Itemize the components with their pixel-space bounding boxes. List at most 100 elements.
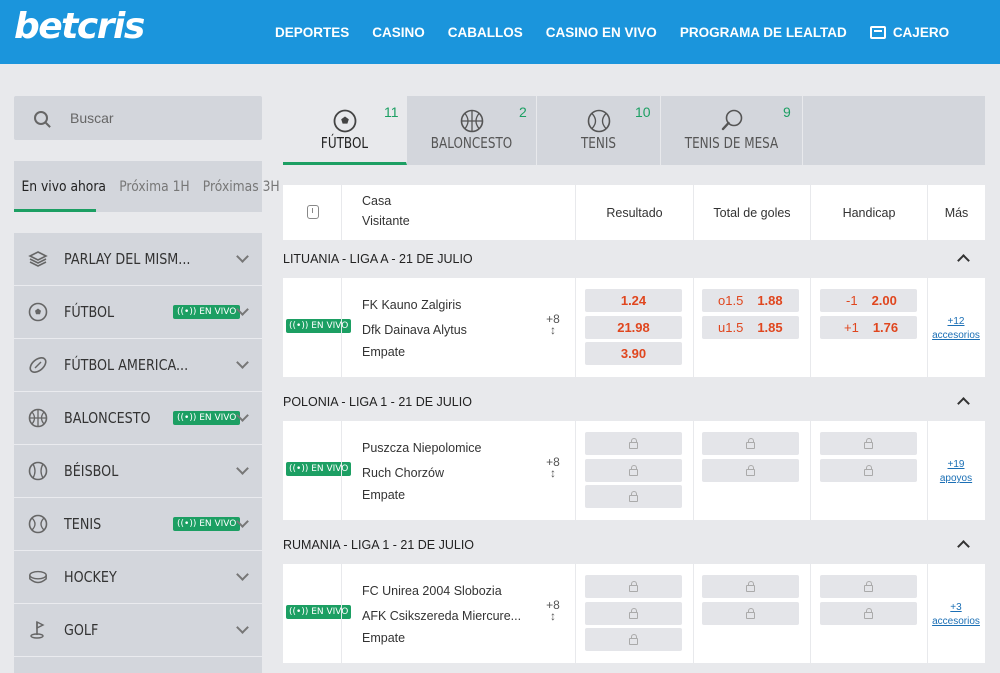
draw-label: Empate: [362, 488, 406, 502]
extra-markets-link[interactable]: +12 accesorios: [927, 315, 985, 343]
search-icon: [34, 111, 48, 125]
event-row: ((•)) EN VIVO FC Unirea 2004 Slobozia AF…: [283, 564, 985, 663]
live-badge: ((•)) EN VIVO: [286, 462, 352, 476]
locked-odds-button: [585, 628, 682, 651]
locked-odds-button: [820, 575, 917, 598]
sidebar-item-futbol[interactable]: FÚTBOL ((•)) EN VIVO: [14, 286, 262, 339]
sidebar-item-futbol-americano[interactable]: FÚTBOL AMERICA...: [14, 339, 262, 392]
away-team[interactable]: Dfk Dainava Alytus: [362, 323, 467, 337]
away-team[interactable]: Ruch Chorzów: [362, 466, 444, 480]
sidebar-item-label: GOLF: [64, 621, 99, 639]
draw-label: Empate: [362, 345, 406, 359]
tab-proximas-3h[interactable]: Próximas 3H: [196, 161, 286, 212]
tab-count: 11: [384, 104, 399, 120]
more-plus: +: [546, 312, 554, 326]
lock-icon: [629, 490, 638, 502]
search-box[interactable]: [14, 96, 262, 140]
divider: [810, 278, 811, 377]
sidebar-item-parlay[interactable]: PARLAY DEL MISM...: [14, 233, 262, 286]
nav-casino[interactable]: CASINO: [372, 24, 425, 40]
league-header[interactable]: LITUANIA - LIGA A - 21 DE JULIO: [283, 240, 985, 278]
more-markets-button[interactable]: +8 ↕: [546, 455, 560, 480]
lock-icon: [746, 607, 755, 619]
extras-count: +12: [947, 316, 965, 327]
handicap-button-away[interactable]: +1 1.76: [820, 316, 917, 339]
event-row: ((•)) EN VIVO FK Kauno Zalgiris Dfk Dain…: [283, 278, 985, 377]
soccer-ball-icon: [28, 302, 48, 322]
search-input[interactable]: [70, 110, 230, 126]
divider: [575, 564, 576, 663]
divider: [810, 564, 811, 663]
more-plus: +: [546, 598, 554, 612]
odds-button-under[interactable]: u1.5 1.85: [702, 316, 799, 339]
tab-count: 10: [635, 104, 651, 120]
sidebar-item-hockey[interactable]: HOCKEY: [14, 551, 262, 604]
divider: [693, 278, 694, 377]
tab-baloncesto[interactable]: 2 BALONCESTO: [407, 96, 537, 165]
live-time-tabs: En vivo ahora Próxima 1H Próximas 3H: [14, 161, 280, 212]
american-football-icon: [28, 355, 48, 375]
tab-futbol[interactable]: 11 FÚTBOL: [283, 96, 407, 165]
odds-button-home[interactable]: 1.24: [585, 289, 682, 312]
tab-label: Próximas 3H: [203, 178, 281, 195]
nav-deportes[interactable]: DEPORTES: [275, 24, 350, 40]
tab-en-vivo-ahora[interactable]: En vivo ahora: [14, 161, 113, 212]
chevron-up-icon[interactable]: [957, 540, 970, 553]
tab-tenis[interactable]: 10 TENIS: [537, 96, 661, 165]
odds-button-away[interactable]: 21.98: [585, 316, 682, 339]
tab-proxima-1h[interactable]: Próxima 1H: [113, 161, 196, 212]
extra-markets-link[interactable]: +19 apoyos: [927, 458, 985, 486]
line-label: +1: [844, 320, 859, 335]
extras-count: +19: [947, 459, 965, 470]
home-team[interactable]: FC Unirea 2004 Slobozia: [362, 584, 502, 598]
more-plus: +: [546, 455, 554, 469]
sidebar-item-tenis[interactable]: TENIS ((•)) EN VIVO: [14, 498, 262, 551]
more-markets-button[interactable]: +8 ↕: [546, 598, 560, 623]
tennis-ball-icon: [587, 109, 610, 133]
more-markets-button[interactable]: +8 ↕: [546, 312, 560, 337]
odds-button-draw[interactable]: 3.90: [585, 342, 682, 365]
nav-caballos[interactable]: CABALLOS: [447, 24, 523, 40]
nav-casino-en-vivo[interactable]: CASINO EN VIVO: [545, 24, 657, 40]
nav-programa-de-lealtad[interactable]: PROGRAMA DE LEALTAD: [679, 24, 847, 40]
lock-icon: [629, 607, 638, 619]
odds-button-over[interactable]: o1.5 1.88: [702, 289, 799, 312]
chevron-up-icon[interactable]: [957, 254, 970, 267]
away-team[interactable]: AFK Csikszereda Miercure...: [362, 609, 522, 623]
sport-tabs: 11 FÚTBOL 2 BALONCESTO 10 TENIS 9 TENIS …: [283, 96, 985, 165]
draw-label: Empate: [362, 631, 406, 645]
extra-markets-link[interactable]: +3 accesorios: [927, 601, 985, 629]
live-badge-text: EN VIVO: [199, 307, 237, 317]
lock-icon: [746, 437, 755, 449]
handicap-button-home[interactable]: -1 2.00: [820, 289, 917, 312]
sidebar-item-label: HOCKEY: [64, 568, 117, 586]
divider: [810, 421, 811, 520]
sidebar-item-beisbol[interactable]: BÉISBOL: [14, 445, 262, 498]
sidebar-item-baloncesto[interactable]: BALONCESTO ((•)) EN VIVO: [14, 392, 262, 445]
sports-list: PARLAY DEL MISM... FÚTBOL ((•)) EN VIVO …: [14, 233, 262, 673]
betcris-logo[interactable]: betcris: [14, 6, 145, 47]
line-label: u1.5: [718, 320, 744, 335]
home-team[interactable]: Puszcza Niepolomice: [362, 441, 482, 455]
more-count: 8: [553, 312, 560, 326]
nav-cashier-label: CAJERO: [892, 24, 950, 40]
hockey-puck-icon: [28, 567, 48, 587]
nav-cashier[interactable]: CAJERO: [869, 24, 950, 40]
tab-tenis-de-mesa[interactable]: 9 TENIS DE MESA: [661, 96, 803, 165]
away-header: Visitante: [362, 214, 410, 228]
chevron-up-icon[interactable]: [957, 397, 970, 410]
layers-icon: [28, 249, 48, 269]
column-mas: Más: [927, 185, 985, 240]
odds-value: 1.85: [757, 320, 783, 335]
live-badge: ((•)) EN VIVO: [173, 305, 241, 319]
extras-label: accesorios: [932, 616, 980, 627]
league-header[interactable]: POLONIA - LIGA 1 - 21 DE JULIO: [283, 383, 985, 421]
chevron-down-icon: [236, 356, 249, 369]
league-header[interactable]: RUMANIA - LIGA 1 - 21 DE JULIO: [283, 526, 985, 564]
tennis-ball-icon: [28, 514, 48, 534]
home-team[interactable]: FK Kauno Zalgiris: [362, 298, 462, 312]
divider: [927, 421, 928, 520]
locked-odds-button: [820, 432, 917, 455]
sidebar-item-golf[interactable]: GOLF: [14, 604, 262, 657]
teams-header: Casa Visitante: [341, 185, 575, 240]
